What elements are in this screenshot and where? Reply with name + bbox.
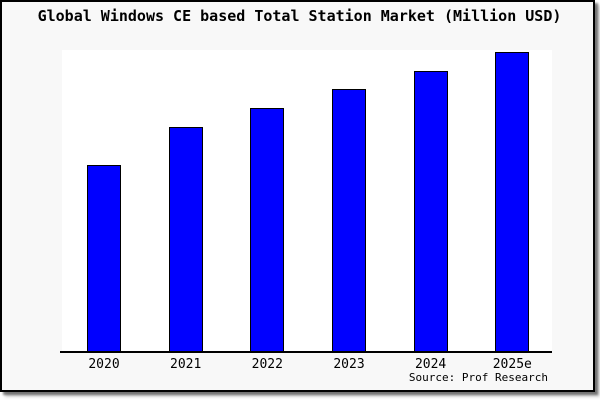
x-tick-label-2022: 2022 — [251, 357, 283, 372]
x-tick-label-2020: 2020 — [88, 357, 120, 372]
x-tick-label-2021: 2021 — [170, 357, 202, 372]
plot-area — [62, 50, 552, 353]
bar-2022 — [250, 108, 285, 353]
source-text: Source: Prof Research — [408, 371, 548, 384]
chart-frame: Global Windows CE based Total Station Ma… — [0, 0, 595, 392]
bar-2024 — [413, 71, 448, 353]
bar-2025e — [495, 52, 530, 353]
x-tick-label-2025e: 2025e — [492, 357, 532, 372]
x-axis-line — [60, 351, 552, 353]
x-tick-label-2023: 2023 — [333, 357, 365, 372]
bar-2023 — [332, 89, 366, 353]
bar-2020 — [87, 165, 121, 353]
bar-2021 — [168, 127, 203, 353]
x-tick-label-2024: 2024 — [414, 357, 447, 372]
chart-title: Global Windows CE based Total Station Ma… — [37, 7, 562, 25]
